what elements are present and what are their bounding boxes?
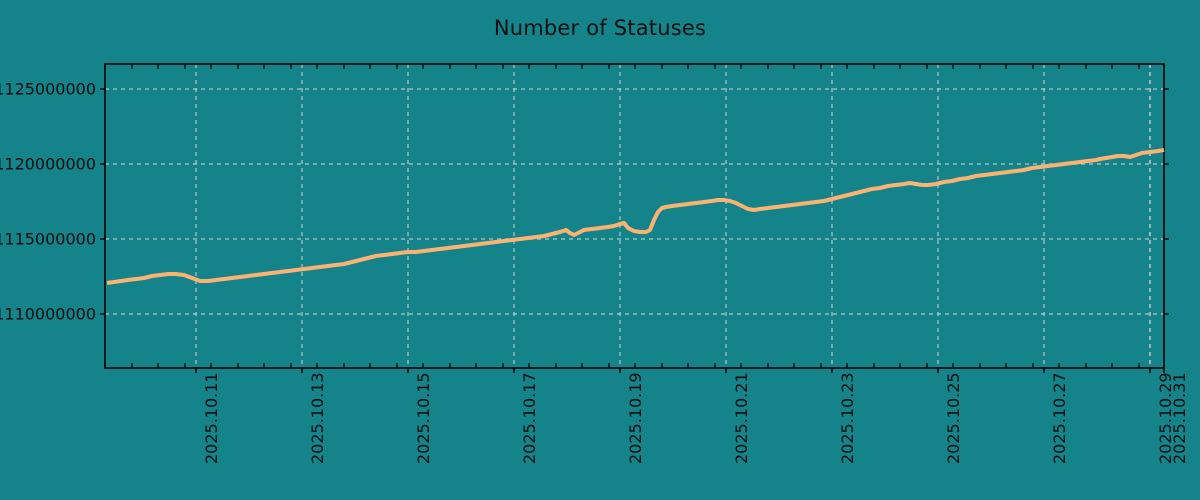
x-axis-tick-label: 2025.10.15 <box>414 372 433 464</box>
axis-minor-ticks <box>131 64 1140 368</box>
y-axis-tick-label: 1110000000 <box>0 304 96 324</box>
x-axis-tick-label: 2025.10.11 <box>202 372 221 464</box>
plot-area-frame <box>104 63 1165 369</box>
x-axis-tick-label: 2025.10.19 <box>626 372 645 464</box>
x-axis-tick-label: 2025.10.17 <box>520 372 539 464</box>
x-axis-tick-label: 2025.10.13 <box>308 372 327 464</box>
x-axis-tick-label: 2025.10.23 <box>838 372 857 464</box>
y-axis-tick-label: 1115000000 <box>0 229 96 249</box>
x-axis-tick-label: 2025.10.25 <box>944 372 963 464</box>
x-axis-tick-label: 2025.10.27 <box>1050 372 1069 464</box>
chart-title: Number of Statuses <box>493 16 707 40</box>
y-axis-tick-label: 1120000000 <box>0 154 96 174</box>
axis-major-ticks <box>100 88 1169 373</box>
y-axis-tick-label: 1125000000 <box>0 79 96 99</box>
x-axis-tick-label: 2025.10.31 <box>1170 372 1189 464</box>
data-series-line <box>106 148 1165 285</box>
horizontal-gridlines <box>105 88 1164 315</box>
x-axis-tick-label: 2025.10.21 <box>732 372 751 464</box>
vertical-gridlines <box>195 64 1151 368</box>
